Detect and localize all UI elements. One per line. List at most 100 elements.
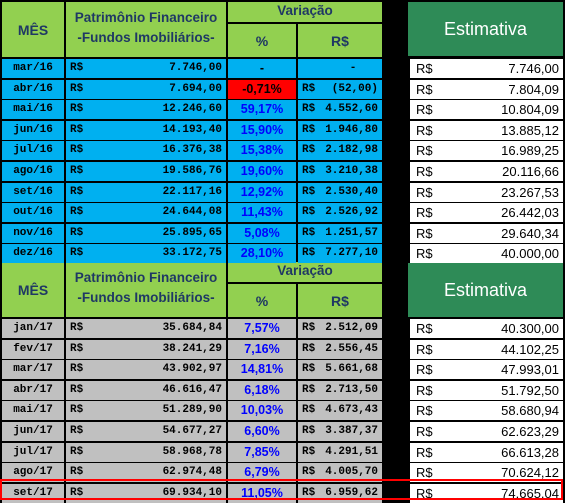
cell-estimativa-rs-label[interactable]: R$ xyxy=(410,483,460,503)
cell-rs-label[interactable]: R$ xyxy=(66,319,96,338)
cell-estimativa-valor[interactable]: 13.885,12 xyxy=(460,120,563,140)
cell-estimativa-valor[interactable]: 70.624,12 xyxy=(460,463,563,483)
cell-rs-label[interactable]: R$ xyxy=(66,244,96,264)
cell-rs-label[interactable]: R$ xyxy=(66,339,96,359)
cell-patrimonio[interactable]: 43.902,97 xyxy=(96,360,226,380)
cell-rs-label[interactable]: R$ xyxy=(66,380,96,400)
cell-variacao-valor[interactable]: 7.277,10 xyxy=(324,244,382,264)
cell-patrimonio[interactable]: 25.895,65 xyxy=(96,223,226,243)
cell-variacao-rs-label[interactable]: R$ xyxy=(298,162,324,181)
cell-variacao-valor[interactable]: 4.552,60 xyxy=(324,100,382,120)
cell-patrimonio[interactable]: 7.694,00 xyxy=(96,79,226,99)
cell-variacao-pct[interactable]: 11,05% xyxy=(228,483,296,503)
cell-patrimonio[interactable]: 62.974,48 xyxy=(96,463,226,483)
cell-variacao-valor[interactable]: 2.182,98 xyxy=(324,141,382,161)
cell-variacao-valor[interactable]: 5.661,68 xyxy=(324,360,382,380)
cell-mes[interactable]: ago/17 xyxy=(2,463,64,483)
cell-patrimonio[interactable]: 38.241,29 xyxy=(96,339,226,359)
cell-mes[interactable]: out/16 xyxy=(2,203,64,223)
cell-variacao-valor[interactable]: 2.713,50 xyxy=(324,380,382,400)
cell-variacao-rs-label[interactable]: R$ xyxy=(298,483,324,503)
cell-rs-label[interactable]: R$ xyxy=(66,120,96,140)
cell-variacao-pct[interactable]: 19,60% xyxy=(228,162,296,181)
cell-variacao-valor[interactable]: 6.959,62 xyxy=(324,483,382,503)
cell-variacao-pct[interactable]: 7,16% xyxy=(228,339,296,359)
cell-variacao-pct[interactable]: 10,03% xyxy=(228,401,296,421)
cell-estimativa-rs-label[interactable]: R$ xyxy=(410,223,460,243)
cell-mes[interactable]: set/17 xyxy=(2,483,64,503)
cell-patrimonio[interactable]: 12.246,60 xyxy=(96,100,226,120)
cell-mes[interactable]: mai/17 xyxy=(2,401,64,421)
cell-mes[interactable]: ago/16 xyxy=(2,162,64,181)
cell-mes[interactable]: jun/17 xyxy=(2,422,64,441)
cell-variacao-rs-label[interactable]: R$ xyxy=(298,182,324,202)
cell-variacao-valor[interactable]: 1.946,80 xyxy=(324,120,382,140)
cell-estimativa-rs-label[interactable]: R$ xyxy=(410,339,460,359)
cell-variacao-rs-label[interactable]: R$ xyxy=(298,120,324,140)
cell-rs-label[interactable]: R$ xyxy=(66,463,96,483)
cell-variacao-rs-label[interactable]: R$ xyxy=(298,442,324,462)
cell-variacao-pct[interactable]: 14,81% xyxy=(228,360,296,380)
cell-variacao-pct[interactable]: 12,92% xyxy=(228,182,296,202)
cell-variacao-valor[interactable]: (52,00) xyxy=(324,79,382,99)
cell-rs-label[interactable]: R$ xyxy=(66,100,96,120)
cell-estimativa-valor[interactable]: 23.267,53 xyxy=(460,182,563,202)
cell-rs-label[interactable]: R$ xyxy=(66,203,96,223)
cell-estimativa-rs-label[interactable]: R$ xyxy=(410,463,460,483)
cell-variacao-rs-label[interactable]: R$ xyxy=(298,203,324,223)
cell-variacao-pct[interactable]: 11,43% xyxy=(228,203,296,223)
cell-variacao-valor[interactable]: 2.512,09 xyxy=(324,319,382,338)
cell-estimativa-valor[interactable]: 40.000,00 xyxy=(460,244,563,264)
cell-rs-label[interactable]: R$ xyxy=(66,59,96,78)
cell-estimativa-valor[interactable]: 62.623,29 xyxy=(460,422,563,441)
cell-variacao-pct[interactable]: 5,08% xyxy=(228,223,296,243)
cell-rs-label[interactable]: R$ xyxy=(66,182,96,202)
cell-estimativa-valor[interactable]: 51.792,50 xyxy=(460,380,563,400)
cell-mes[interactable]: jun/16 xyxy=(2,120,64,140)
cell-mes[interactable]: jul/16 xyxy=(2,141,64,161)
cell-estimativa-rs-label[interactable]: R$ xyxy=(410,319,460,338)
cell-rs-label[interactable]: R$ xyxy=(66,360,96,380)
cell-variacao-valor[interactable]: 3.210,38 xyxy=(324,162,382,181)
cell-mes[interactable]: mai/16 xyxy=(2,100,64,120)
cell-estimativa-rs-label[interactable]: R$ xyxy=(410,380,460,400)
cell-estimativa-valor[interactable]: 10.804,09 xyxy=(460,100,563,120)
cell-estimativa-valor[interactable]: 20.116,66 xyxy=(460,162,563,181)
cell-rs-label[interactable]: R$ xyxy=(66,79,96,99)
cell-mes[interactable]: dez/16 xyxy=(2,244,64,264)
cell-estimativa-rs-label[interactable]: R$ xyxy=(410,401,460,421)
cell-mes[interactable]: mar/16 xyxy=(2,59,64,78)
cell-estimativa-valor[interactable]: 40.300,00 xyxy=(460,319,563,338)
cell-rs-label[interactable]: R$ xyxy=(66,162,96,181)
cell-estimativa-valor[interactable]: 44.102,25 xyxy=(460,339,563,359)
cell-patrimonio[interactable]: 16.376,38 xyxy=(96,141,226,161)
cell-mes[interactable]: fev/17 xyxy=(2,339,64,359)
cell-variacao-pct[interactable]: 6,60% xyxy=(228,422,296,441)
cell-patrimonio[interactable]: 24.644,08 xyxy=(96,203,226,223)
cell-estimativa-valor[interactable]: 66.613,28 xyxy=(460,442,563,462)
cell-patrimonio[interactable]: 33.172,75 xyxy=(96,244,226,264)
cell-estimativa-rs-label[interactable]: R$ xyxy=(410,59,460,78)
cell-variacao-pct[interactable]: - xyxy=(228,59,296,78)
cell-variacao-rs-label[interactable]: R$ xyxy=(298,319,324,338)
cell-mes[interactable]: set/16 xyxy=(2,182,64,202)
cell-variacao-rs-label[interactable]: R$ xyxy=(298,79,324,99)
cell-variacao-valor[interactable]: 3.387,37 xyxy=(324,422,382,441)
cell-patrimonio[interactable]: 51.289,90 xyxy=(96,401,226,421)
cell-estimativa-rs-label[interactable]: R$ xyxy=(410,79,460,99)
cell-patrimonio[interactable]: 58.968,78 xyxy=(96,442,226,462)
cell-patrimonio[interactable]: 14.193,40 xyxy=(96,120,226,140)
cell-patrimonio[interactable]: 69.934,10 xyxy=(96,483,226,503)
cell-mes[interactable]: jul/17 xyxy=(2,442,64,462)
cell-estimativa-rs-label[interactable]: R$ xyxy=(410,120,460,140)
cell-variacao-valor[interactable]: 4.673,43 xyxy=(324,401,382,421)
cell-variacao-rs-label[interactable]: R$ xyxy=(298,401,324,421)
cell-variacao-valor[interactable]: 1.251,57 xyxy=(324,223,382,243)
cell-variacao-rs-label[interactable]: R$ xyxy=(298,223,324,243)
cell-variacao-pct[interactable]: 15,38% xyxy=(228,141,296,161)
cell-variacao-rs-label[interactable]: R$ xyxy=(298,360,324,380)
cell-variacao-valor[interactable]: 2.530,40 xyxy=(324,182,382,202)
cell-estimativa-rs-label[interactable]: R$ xyxy=(410,100,460,120)
cell-rs-label[interactable]: R$ xyxy=(66,422,96,441)
cell-estimativa-rs-label[interactable]: R$ xyxy=(410,162,460,181)
